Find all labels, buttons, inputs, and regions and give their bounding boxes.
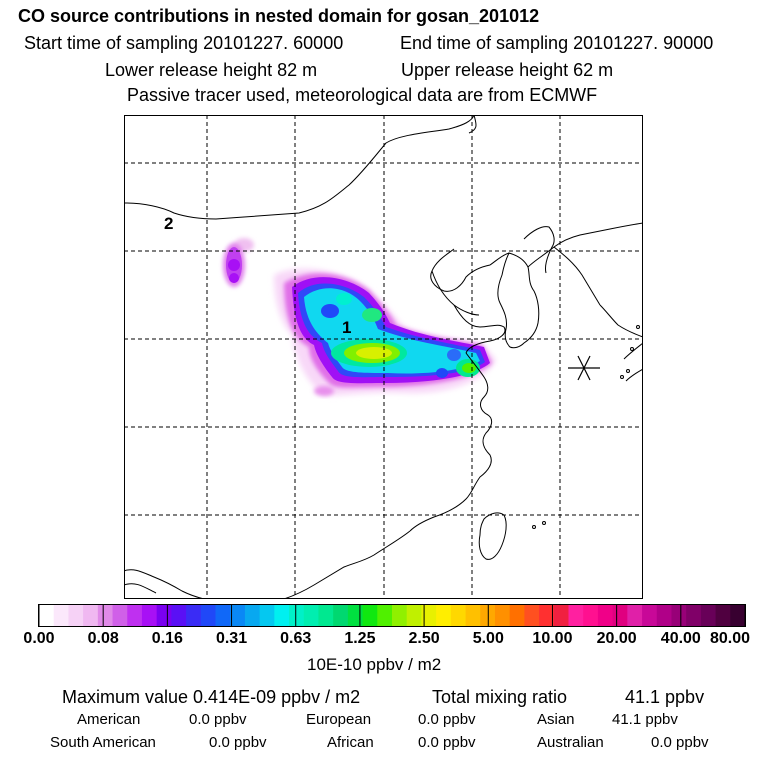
colorbar-swatch [612,605,628,626]
region-label-1: 1 [342,318,351,337]
asian-value: 41.1 ppbv [612,711,678,728]
south-american-label: South American [50,734,156,751]
colorbar-swatch [333,605,349,626]
total-mixing-value: 41.1 ppbv [625,687,705,707]
region-label-2: 2 [164,214,173,233]
colorbar-swatch [436,605,452,626]
tracer-info-label: Passive tracer used, meteorological data… [127,85,598,105]
colorbar-swatch [642,605,658,626]
colorbar-tick-label: 0.00 [23,630,55,647]
colorbar-swatch [97,605,113,626]
colorbar-swatch [553,605,569,626]
colorbar-swatch [156,605,172,626]
plot-title: CO source contributions in nested domain… [18,6,540,26]
total-mixing-label: Total mixing ratio [432,687,568,707]
australian-label: Australian [537,734,604,751]
colorbar-tick-label: 5.00 [472,630,504,647]
colorbar-swatch [597,605,614,626]
colorbar-swatch [392,605,408,626]
colorbar-tick-label: 2.50 [408,630,440,647]
colorbar-swatch [274,605,290,626]
end-time-label: End time of sampling 20101227. 90000 [400,33,714,53]
colorbar-tick-label: 80.00 [709,630,751,647]
american-value: 0.0 ppbv [189,711,247,728]
asian-label: Asian [537,711,575,728]
colorbar-swatch [215,605,231,626]
colorbar-swatch [494,605,511,626]
colorbar-swatch [465,605,481,626]
colorbar-swatch [377,605,393,626]
colorbar-swatch [141,605,158,626]
african-label: African [327,734,374,751]
african-value: 0.0 ppbv [418,734,476,751]
colorbar-swatch [568,605,584,626]
colorbar-swatch [127,605,143,626]
colorbar-swatch [686,605,702,626]
colorbar-swatch [53,605,69,626]
colorbar-swatch [259,605,275,626]
colorbar [38,604,746,627]
colorbar-swatch [362,605,378,626]
receptor-star-marker [568,355,600,381]
colorbar-swatch [230,605,246,626]
south-american-value: 0.0 ppbv [209,734,267,751]
colorbar-tick-label: 1.25 [344,630,376,647]
colorbar-swatch [700,605,716,626]
colorbar-swatch [406,605,422,626]
colorbar-tick-label: 0.16 [151,630,183,647]
colorbar-swatch [539,605,555,626]
map-panel: 1 2 [124,115,643,599]
colorbar-tick-label: 10.00 [532,630,573,647]
colorbar-tick-label: 40.00 [660,630,701,647]
maximum-value-label: Maximum value 0.414E-09 ppbv / m2 [62,687,361,707]
colorbar-swatch [524,605,540,626]
colorbar-tick-label: 20.00 [596,630,637,647]
colorbar-swatch [318,605,334,626]
colorbar-swatch [171,605,187,626]
colorbar-swatch [39,605,55,626]
colorbar-swatch [68,605,84,626]
upper-release-height-label: Upper release height 62 m [401,60,614,80]
colorbar-swatch [450,605,466,626]
colorbar-tick-label: 0.63 [280,630,312,647]
map-frame [124,115,643,599]
colorbar-swatch [671,605,687,626]
colorbar-tick-label: 0.31 [215,630,248,647]
colorbar-swatch [583,605,599,626]
australian-value: 0.0 ppbv [651,734,709,751]
start-time-label: Start time of sampling 20101227. 60000 [24,33,344,53]
colorbar-tick-label: 0.08 [87,630,119,647]
colorbar-swatch [509,605,525,626]
colorbar-frame [38,604,746,627]
coastline [124,115,643,599]
colorbar-swatch [421,605,437,626]
colorbar-swatch [730,605,746,626]
european-value: 0.0 ppbv [418,711,476,728]
colorbar-swatch [656,605,672,626]
colorbar-swatch [186,605,202,626]
colorbar-swatch [83,605,99,626]
american-label: American [77,711,141,728]
european-label: European [306,711,372,728]
colorbar-swatch [200,605,216,626]
grid-lines [124,115,643,599]
colorbar-swatch [112,605,128,626]
lower-release-height-label: Lower release height 82 m [105,60,318,80]
colorbar-swatch [627,605,643,626]
colorbar-swatch [715,605,731,626]
concentration-plume [223,238,496,396]
colorbar-swatch [289,605,305,626]
colorbar-swatch [303,605,319,626]
colorbar-swatch [244,605,261,626]
colorbar-swatch [347,605,363,626]
colorbar-unit-label: 10E-10 ppbv / m2 [307,655,442,674]
